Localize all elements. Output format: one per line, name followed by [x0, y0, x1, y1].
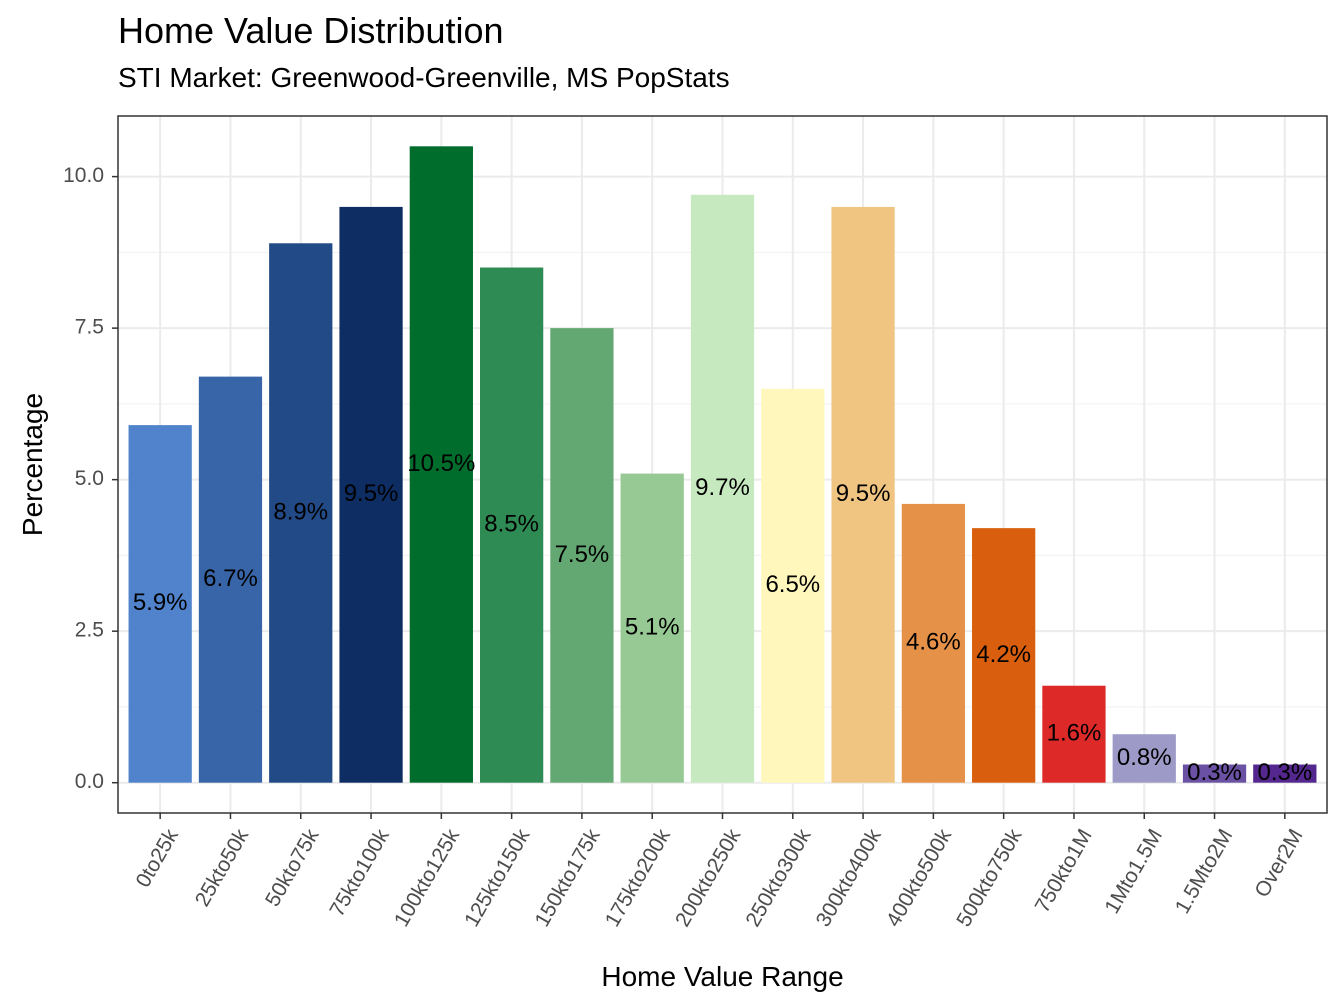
y-axis: 0.0 2.5 5.0 7.5 10.0: [63, 164, 118, 793]
bar-value-label: 5.1%: [625, 613, 680, 640]
x-tick-label: 400kto500k: [882, 825, 956, 931]
bar-value-label: 5.9%: [133, 589, 188, 616]
bar-25kto50k: [198, 376, 263, 783]
y-tick-label: 7.5: [75, 316, 104, 339]
y-axis-title: Percentage: [17, 393, 48, 536]
x-tick-label: 25kto50k: [191, 825, 254, 911]
x-tick-label: 150kto175k: [531, 825, 605, 931]
chart-title: Home Value Distribution: [118, 10, 504, 51]
chart-subtitle: STI Market: Greenwood-Greenville, MS Pop…: [118, 62, 730, 93]
bar-150kto175k: [550, 328, 614, 783]
x-tick-label: 750kto1M: [1031, 825, 1097, 916]
y-tick-label: 10.0: [63, 164, 104, 187]
x-axis-title: Home Value Range: [601, 961, 843, 992]
bar-value-label: 9.7%: [695, 474, 750, 501]
bar-75kto100k: [339, 206, 403, 783]
bar-labels: 5.9% 6.7% 8.9% 9.5% 10.5% 8.5% 7.5% 5.1% 9.7% 6.5…: [133, 450, 1312, 786]
bar-400kto500k: [901, 503, 966, 783]
bar-value-label: 4.2%: [976, 641, 1031, 668]
bar-50kto75k: [269, 243, 333, 783]
x-tick-label: Over2M: [1250, 825, 1307, 901]
bar-value-label: 0.3%: [1257, 759, 1312, 786]
bar-1.5Mto2M: [1182, 764, 1247, 783]
y-tick-label: 0.0: [75, 770, 104, 793]
x-tick-label: 300kto400k: [812, 825, 886, 931]
bar-value-label: 8.5%: [484, 510, 539, 537]
bar-175kto200k: [620, 473, 684, 783]
x-axis: 0to25k 25kto50k 50kto75k 75kto100k100kto125…: [132, 813, 1308, 931]
bar-1Mto1.5M: [1112, 734, 1176, 783]
bar-value-label: 9.5%: [344, 480, 399, 507]
bar-300kto400k: [831, 206, 895, 783]
bar-500kto750k: [972, 528, 1036, 783]
bar-750kto1M: [1042, 685, 1106, 783]
bar-value-label: 6.7%: [203, 565, 258, 592]
bar-value-label: 0.8%: [1117, 744, 1172, 771]
x-tick-label: 50kto75k: [261, 825, 324, 911]
bars: [128, 146, 1317, 783]
x-tick-label: 125kto150k: [460, 825, 534, 931]
bar-Over2M: [1253, 764, 1317, 783]
x-tick-label: 0to25k: [132, 825, 184, 892]
bar-250kto300k: [761, 388, 825, 783]
bar-value-label: 7.5%: [555, 541, 610, 568]
bar-0to25k: [128, 425, 192, 783]
bar-value-label: 10.5%: [407, 450, 475, 477]
bar-value-label: 0.3%: [1187, 759, 1242, 786]
x-tick-label: 500kto750k: [952, 825, 1026, 931]
x-tick-label: 200kto250k: [671, 825, 745, 931]
x-tick-label: 1Mto1.5M: [1100, 825, 1167, 917]
bar-value-label: 4.6%: [906, 629, 961, 656]
x-tick-label: 100kto125k: [390, 825, 464, 931]
bar-value-label: 8.9%: [273, 498, 328, 525]
y-tick-label: 5.0: [75, 467, 104, 490]
bar-value-label: 1.6%: [1047, 720, 1102, 747]
bar-125kto150k: [479, 267, 544, 783]
x-tick-label: 75kto100k: [325, 825, 394, 921]
x-tick-label: 250kto300k: [741, 825, 815, 931]
x-tick-label: 1.5Mto2M: [1171, 825, 1238, 917]
y-tick-label: 2.5: [75, 619, 104, 642]
bar-value-label: 9.5%: [836, 480, 891, 507]
bar-200kto250k: [690, 194, 755, 783]
bar-100kto125k: [409, 146, 473, 783]
x-tick-label: 175kto200k: [601, 825, 675, 931]
bar-value-label: 6.5%: [765, 571, 820, 598]
